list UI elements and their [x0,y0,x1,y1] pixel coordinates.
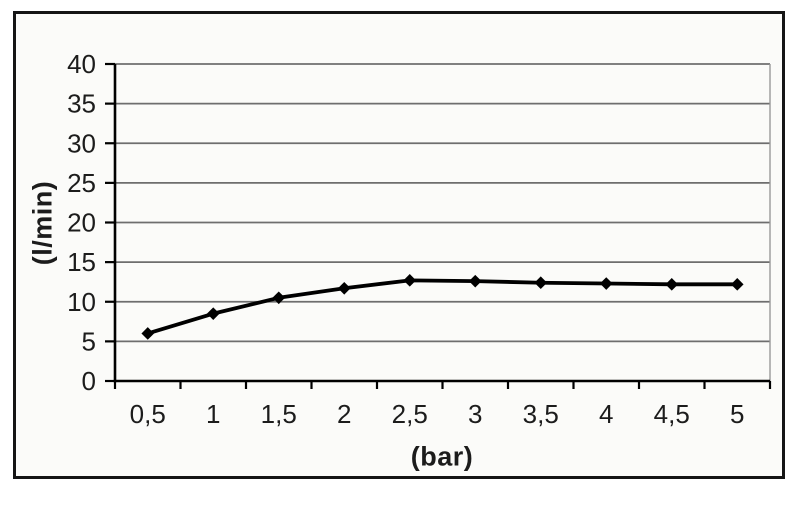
y-tick-label: 40 [67,49,96,79]
x-tick-label: 4 [599,399,613,429]
data-point-marker [403,274,417,287]
y-tick-labels: 0 5 10 15 20 25 30 35 40 [67,49,96,396]
data-point-marker [730,278,744,291]
y-tick-label: 20 [67,208,96,238]
data-point-marker [337,281,351,295]
y-tick-label: 30 [67,128,96,158]
data-point-marker [468,274,482,288]
data-point-marker [665,278,679,291]
x-tick-label: 3,5 [523,399,559,429]
y-tick-label: 35 [67,89,96,119]
y-tick-label: 5 [82,326,96,356]
x-tick-label: 4,5 [654,399,690,429]
y-tick-label: 15 [67,247,96,277]
x-tick-label: 5 [730,399,744,429]
x-axis-title: (bar) [410,441,474,472]
data-point-marker [272,291,286,305]
data-point-marker [206,307,220,320]
data-point-marker [141,327,155,340]
y-axis-title: (l/min) [27,180,58,266]
data-point-marker [599,277,613,290]
y-tick-label: 0 [82,366,96,396]
y-tick-label: 10 [67,287,96,317]
gridlines-group [115,63,771,381]
x-tick-label: 2,5 [392,399,428,429]
ticks-group [105,62,772,389]
series-line [145,278,740,336]
chart-frame [13,11,785,479]
x-tick-label: 0,5 [130,399,166,429]
data-series [141,274,744,340]
y-tick-label: 25 [67,168,96,198]
x-tick-label: 1 [206,399,220,429]
data-point-marker [534,276,548,290]
x-tick-label: 1,5 [261,399,297,429]
x-tick-labels: 0,5 1 1,5 2 2,5 3 3,5 4 4,5 5 [130,399,745,429]
x-tick-label: 3 [468,399,482,429]
x-tick-label: 2 [337,399,351,429]
